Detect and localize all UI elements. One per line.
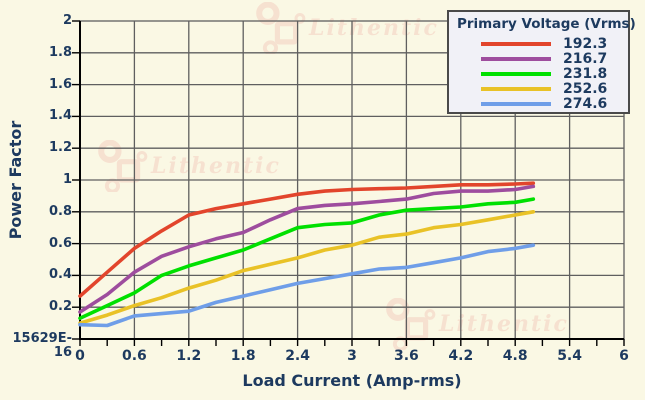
legend-item: 231.8 [457, 65, 620, 82]
legend-item: 216.7 [457, 50, 620, 67]
legend-label: 274.6 [563, 95, 608, 112]
legend-items: 192.3 216.7 231.8 252.6 274.6 [457, 35, 620, 112]
legend-line-swatch [481, 86, 551, 91]
lithentic-logo-icon [256, 2, 306, 54]
watermark-text: Lithentic [309, 15, 439, 41]
legend-label: 231.8 [563, 65, 608, 82]
legend-label: 252.6 [563, 80, 608, 97]
legend-line-swatch [481, 56, 551, 61]
legend: Primary Voltage (Vrms) 192.3 216.7 231.8 25… [447, 10, 636, 114]
tick-marks [72, 20, 625, 346]
legend-label: 192.3 [563, 35, 608, 52]
watermark-text: Lithentic [151, 153, 281, 179]
legend-line-swatch [481, 71, 551, 76]
watermark: Lithentic [96, 140, 281, 192]
watermark: Lithentic [254, 2, 439, 54]
legend-line-swatch [481, 101, 551, 106]
series-line-192.3 [78, 181, 536, 298]
series-line-231.8 [78, 197, 536, 321]
legend-line-swatch [481, 41, 551, 46]
series-line-274.6 [78, 243, 536, 328]
series-line-252.6 [78, 210, 536, 325]
series-line-216.7 [78, 184, 536, 314]
legend-item: 274.6 [457, 95, 620, 112]
legend-label: 216.7 [563, 50, 608, 67]
legend-title: Primary Voltage (Vrms) [457, 16, 636, 32]
legend-item: 192.3 [457, 35, 620, 52]
legend-item: 252.6 [457, 80, 620, 97]
